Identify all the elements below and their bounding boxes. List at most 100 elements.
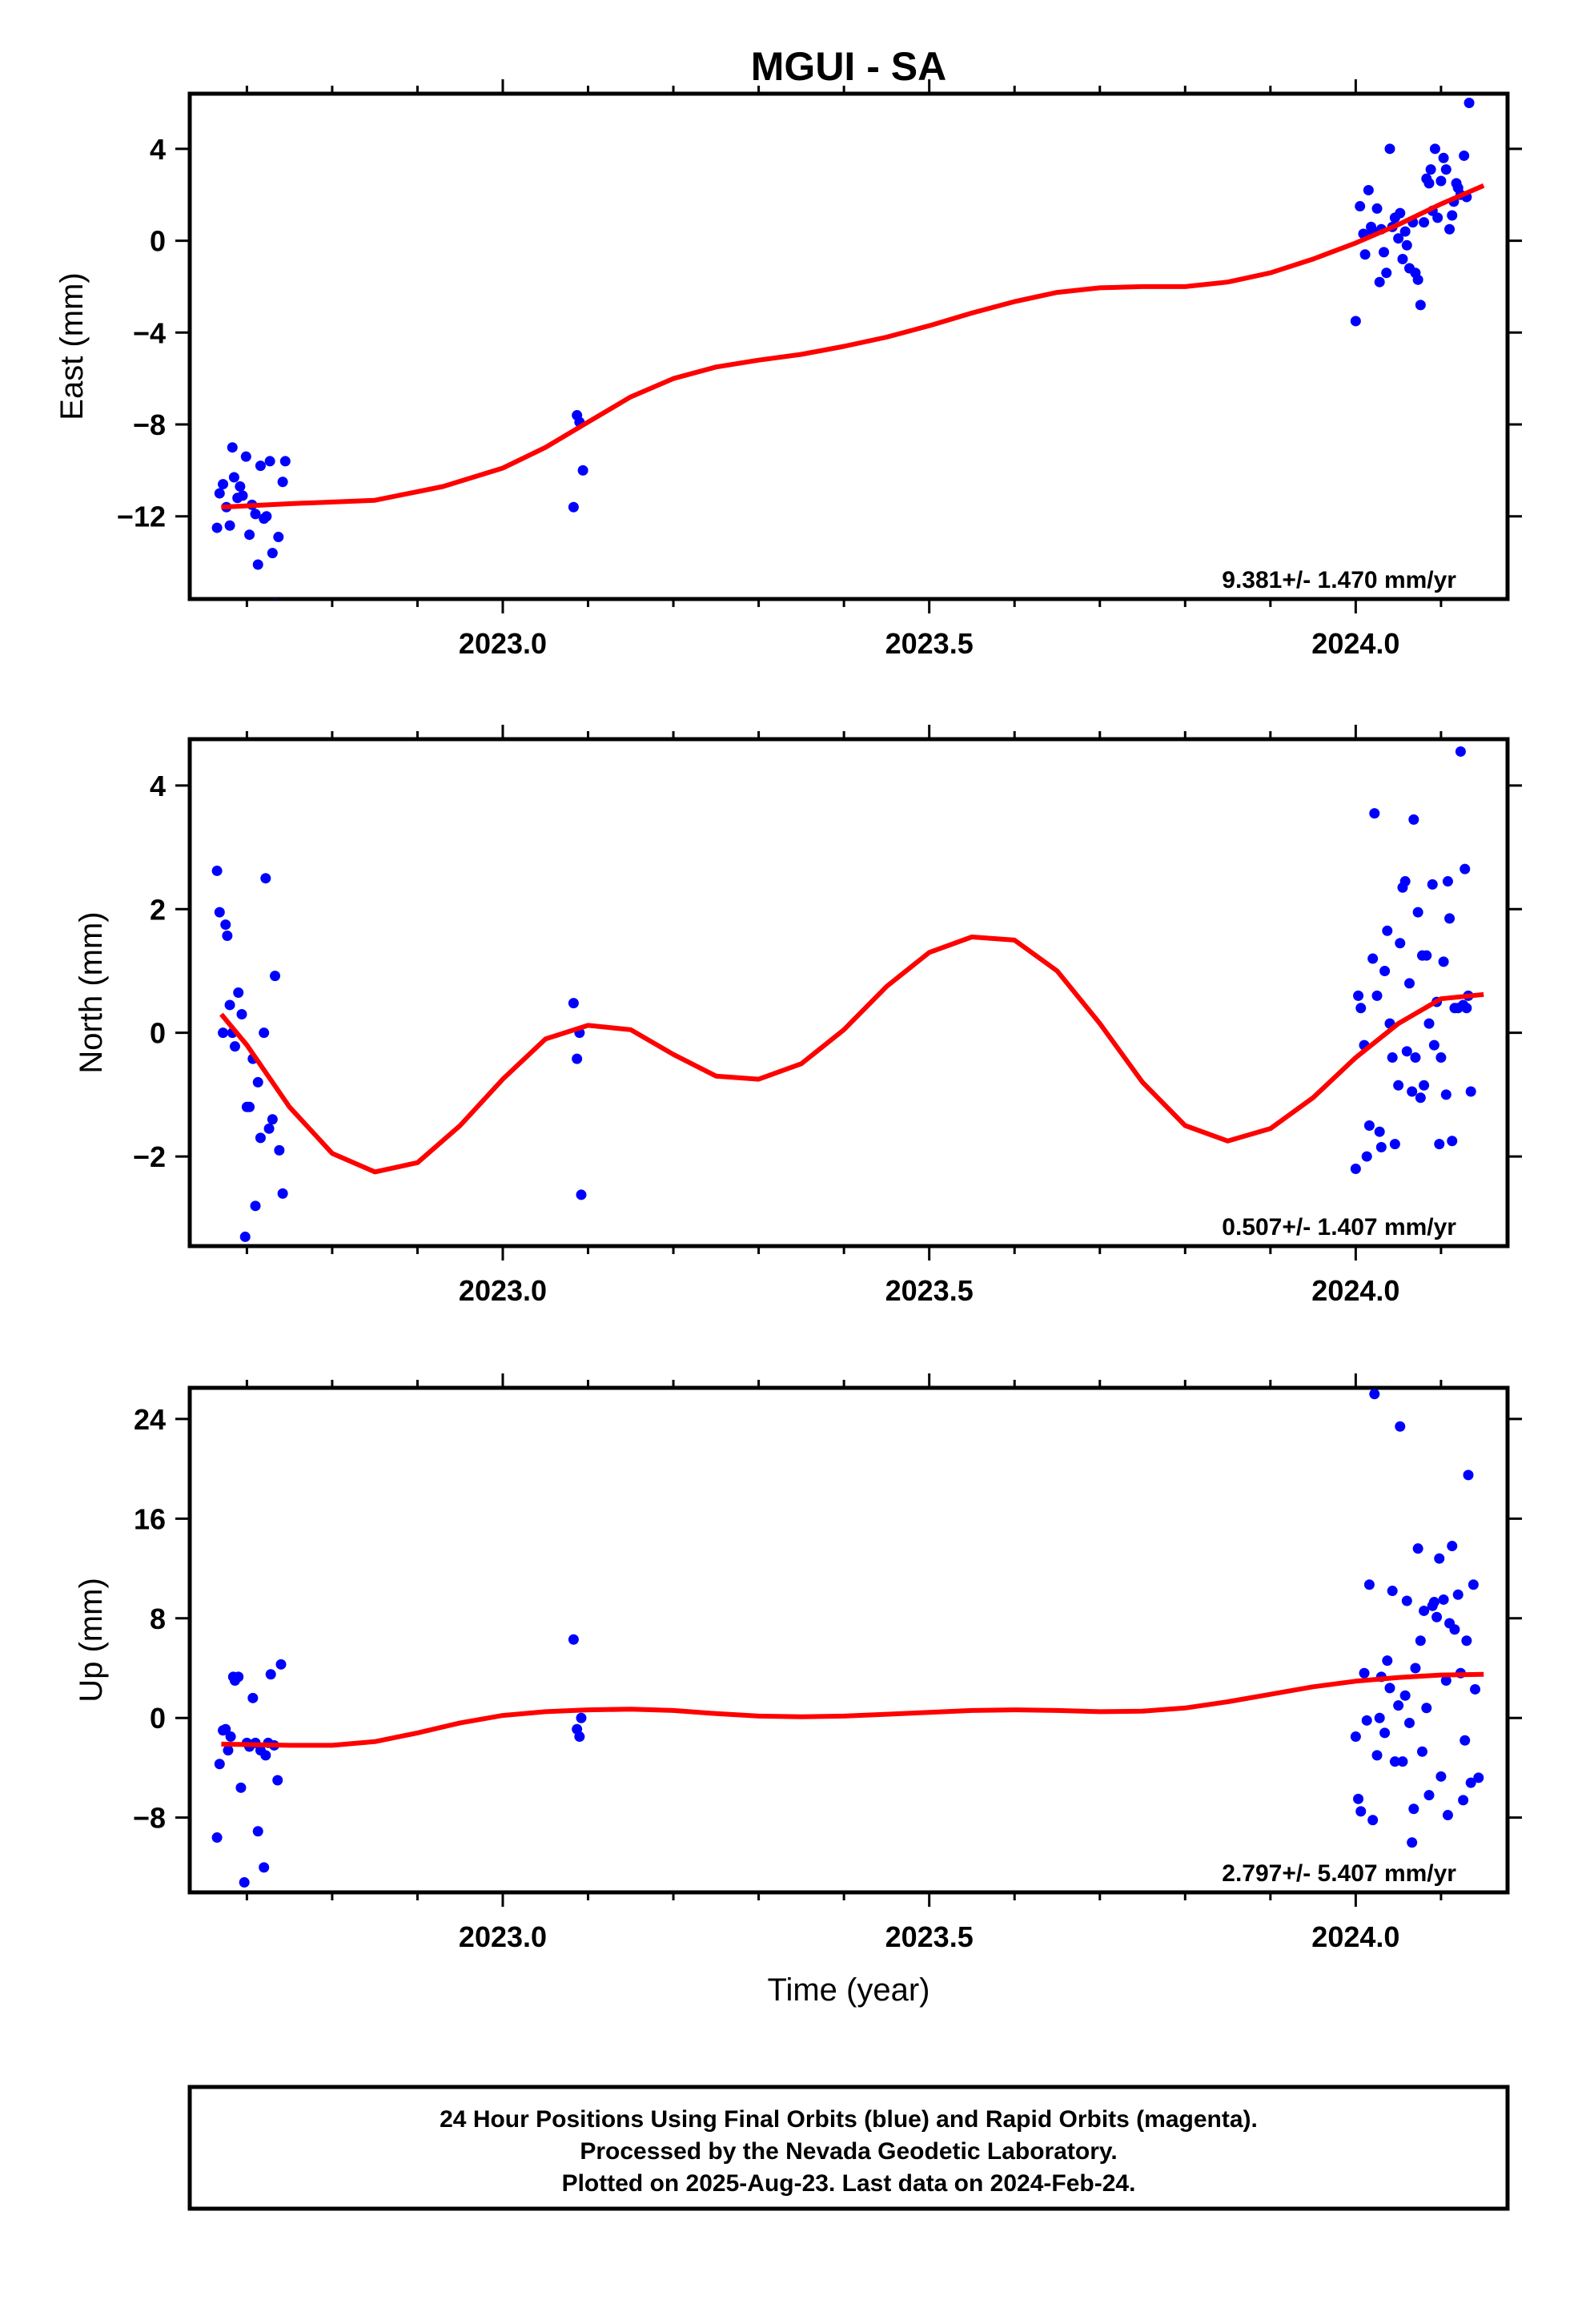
north-data-point [1389, 1139, 1400, 1150]
north-data-point [218, 1027, 229, 1039]
north-data-point [1438, 956, 1449, 967]
east-data-point [273, 532, 284, 543]
up-data-point [1374, 1712, 1385, 1723]
north-data-point [267, 1114, 278, 1125]
up-data-point [568, 1634, 579, 1645]
east-data-point [211, 522, 223, 533]
up-data-point [1465, 1777, 1476, 1788]
up-data-point [239, 1877, 250, 1888]
east-data-point [1381, 267, 1392, 279]
up-data-point [1410, 1663, 1421, 1674]
up-x-tick-label: 2023.0 [459, 1920, 547, 1953]
east-data-point [1412, 274, 1423, 285]
up-data-point [1387, 1586, 1398, 1597]
up-data-point [1470, 1683, 1481, 1695]
north-data-point [236, 1009, 247, 1020]
north-data-point [1415, 1092, 1426, 1104]
up-data-point [247, 1692, 259, 1703]
up-data-point [1423, 1790, 1435, 1801]
east-y-tick-label: 4 [150, 133, 166, 166]
east-x-tick-label: 2023.5 [885, 627, 974, 660]
east-data-point [218, 479, 229, 490]
north-data-point [1401, 1046, 1412, 1057]
up-data-point [1397, 1756, 1408, 1767]
north-data-point [1412, 907, 1423, 918]
east-data-point [224, 520, 235, 531]
up-data-point [1389, 1756, 1400, 1767]
north-data-point [1379, 965, 1391, 976]
up-data-point [576, 1712, 587, 1723]
up-data-point [211, 1832, 223, 1844]
x-axis-label: Time (year) [768, 1972, 930, 2008]
up-data-point [233, 1671, 244, 1683]
north-data-point [259, 1027, 270, 1039]
legend-line-3: Plotted on 2025-Aug-23. Last data on 202… [562, 2170, 1136, 2197]
up-data-point [1449, 1624, 1460, 1635]
north-data-point [1444, 913, 1456, 924]
north-panel: 2023.0 2023.5 2024.0 4 2 0 −2 North (mm) 0.507+/… [74, 725, 1522, 1307]
north-data-point [233, 987, 244, 998]
up-data-point [259, 1862, 270, 1873]
north-x-tick-label: 2023.5 [885, 1274, 974, 1307]
up-data-layer [211, 1389, 1484, 1888]
north-data-point [244, 1101, 255, 1112]
north-data-point [1455, 746, 1466, 757]
east-x-tick-label: 2024.0 [1311, 627, 1399, 660]
east-data-point [277, 476, 288, 488]
east-data-point [1447, 210, 1458, 221]
east-data-point [227, 442, 238, 453]
east-panel: 2023.0 2023.5 2024.0 4 0 −4 −8 −12 East (mm) 9.38… [54, 79, 1522, 660]
east-data-point [1459, 150, 1470, 161]
east-data-point [261, 511, 272, 522]
north-data-point [1374, 1126, 1385, 1137]
up-data-point [1458, 1795, 1469, 1806]
north-data-point [1410, 1052, 1421, 1063]
east-y-tick-label: 0 [150, 225, 166, 258]
up-data-point [1468, 1579, 1479, 1590]
east-data-point [1355, 201, 1366, 212]
up-data-point [1399, 1690, 1411, 1701]
up-data-point [1355, 1806, 1367, 1817]
up-data-point [1350, 1731, 1361, 1743]
north-data-point [576, 1189, 587, 1200]
north-data-point [1461, 1003, 1472, 1014]
east-data-point [1397, 254, 1408, 265]
east-data-point [1371, 203, 1383, 214]
east-data-point [1415, 300, 1426, 311]
east-data-point [235, 480, 246, 492]
east-data-point [1350, 316, 1361, 327]
east-data-point [1423, 178, 1435, 189]
up-data-point [235, 1782, 247, 1793]
north-data-point [1440, 1089, 1452, 1100]
up-data-point [1416, 1746, 1427, 1757]
east-y-tick-label: −12 [117, 501, 166, 533]
up-data-point [1473, 1772, 1484, 1783]
east-data-point [228, 472, 239, 483]
up-data-point [223, 1745, 234, 1756]
up-data-point [1447, 1541, 1458, 1552]
north-data-point [211, 865, 223, 876]
up-data-point [265, 1669, 276, 1680]
north-y-axis-label: North (mm) [74, 911, 109, 1073]
north-data-point [1434, 1139, 1445, 1150]
north-data-point [274, 1144, 285, 1156]
east-data-point [267, 548, 278, 559]
north-data-point [572, 1053, 583, 1064]
north-data-point [1361, 1151, 1372, 1162]
up-data-point [1393, 1700, 1404, 1711]
north-data-point [1353, 990, 1364, 1001]
up-y-tick-label: 0 [150, 1702, 166, 1735]
up-data-point [1403, 1717, 1415, 1728]
up-data-point [1395, 1421, 1406, 1432]
north-data-point [1387, 1052, 1398, 1063]
legend-line-1: 24 Hour Positions Using Final Orbits (bl… [440, 2106, 1258, 2133]
north-data-point [277, 1188, 288, 1199]
east-data-point [244, 529, 255, 541]
up-plot-frame [187, 1385, 1510, 1895]
east-model-fit-line [221, 183, 1485, 510]
east-y-axis-label: East (mm) [54, 272, 90, 420]
up-panel: 2023.0 2023.5 2024.0 24 16 8 0 −8 Up (mm) 2.797+/… [74, 1373, 1522, 1953]
east-data-point [1435, 175, 1447, 187]
north-data-point [1428, 1039, 1439, 1051]
